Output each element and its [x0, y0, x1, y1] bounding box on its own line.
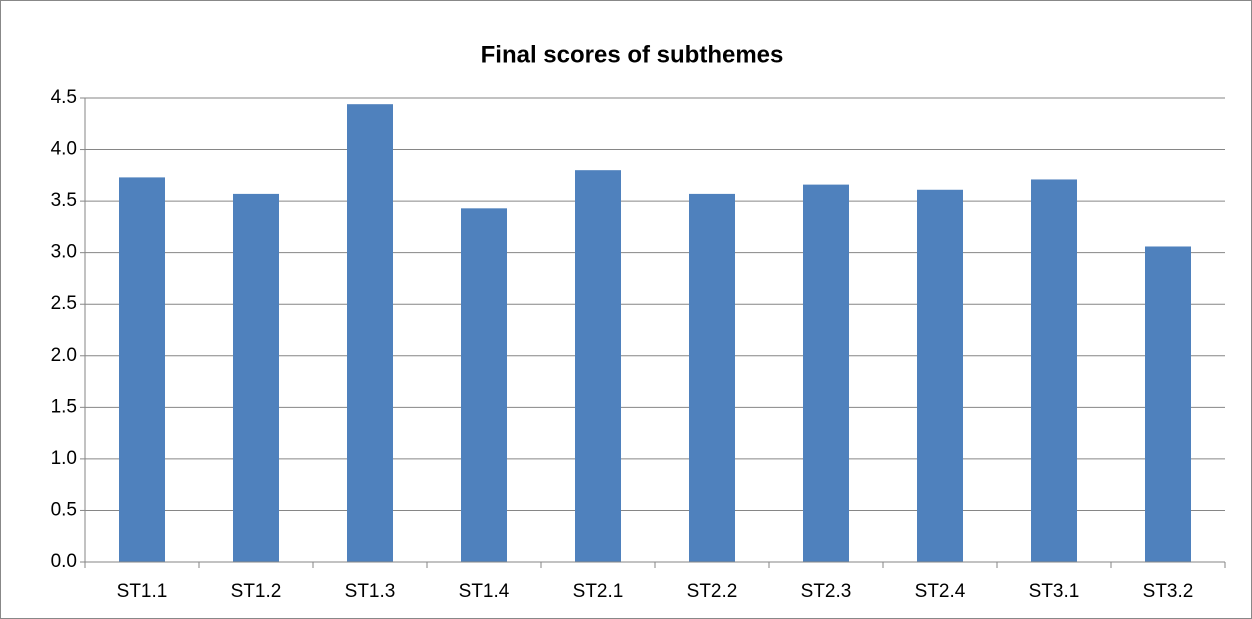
x-tick-label: ST1.3	[345, 581, 396, 602]
bar	[1145, 246, 1191, 563]
x-tick-label: ST1.1	[117, 581, 168, 602]
x-tick-label: ST1.4	[459, 581, 510, 602]
x-tick-label: ST2.2	[687, 581, 738, 602]
x-tick-label: ST2.1	[573, 581, 624, 602]
y-tick-label: 0.0	[51, 551, 77, 572]
bar	[575, 170, 621, 562]
x-tick-label: ST3.2	[1143, 581, 1194, 602]
y-tick-label: 3.0	[51, 242, 77, 263]
x-tick-label: ST2.3	[801, 581, 852, 602]
x-tick-label: ST3.1	[1029, 581, 1080, 602]
y-tick-label: 1.0	[51, 448, 77, 469]
y-tick-label: 4.0	[51, 139, 77, 160]
bar	[803, 184, 849, 562]
y-tick-label: 2.5	[51, 293, 77, 314]
bar	[689, 193, 735, 563]
chart-title: Final scores of subthemes	[481, 41, 784, 68]
y-tick-label: 2.0	[51, 345, 77, 366]
bar	[347, 104, 393, 562]
bar	[233, 193, 279, 563]
x-tick-label: ST2.4	[915, 581, 966, 602]
bar	[119, 177, 165, 562]
bar	[917, 189, 963, 562]
x-tick-label: ST1.2	[231, 581, 282, 602]
y-tick-label: 3.5	[51, 190, 77, 211]
y-tick-label: 4.5	[51, 87, 77, 108]
bar	[461, 208, 507, 562]
y-tick-label: 1.5	[51, 396, 77, 417]
bar	[1031, 179, 1077, 563]
y-tick-label: 0.5	[51, 499, 77, 520]
